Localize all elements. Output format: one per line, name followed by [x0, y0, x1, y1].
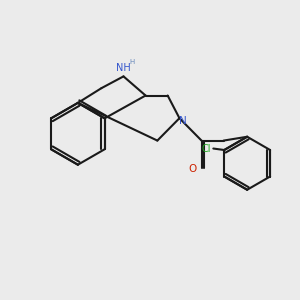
Text: NH: NH [116, 63, 131, 73]
Text: Cl: Cl [202, 143, 211, 154]
Text: H: H [129, 58, 134, 64]
Text: N: N [178, 116, 186, 126]
Text: O: O [189, 164, 197, 174]
